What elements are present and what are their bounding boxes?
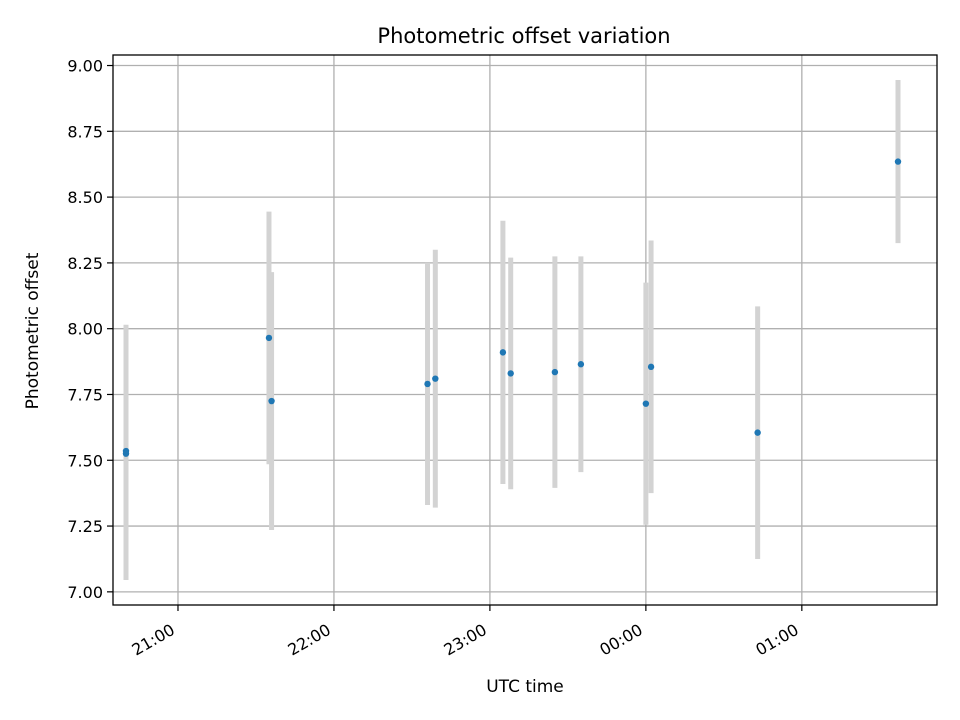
x-axis-title: UTC time: [486, 677, 564, 697]
data-point: [499, 349, 507, 356]
y-tick-label: 8.25: [67, 254, 103, 273]
chart-title: Photometric offset variation: [377, 24, 670, 48]
data-point: [122, 450, 130, 457]
error-bars: [123, 80, 901, 580]
y-axis-title: Photometric offset: [23, 252, 43, 409]
y-tick-label: 7.00: [67, 583, 103, 602]
x-tick-label: 22:00: [285, 620, 334, 660]
x-tick-label: 00:00: [596, 620, 645, 660]
data-point: [268, 397, 275, 405]
plot-frame: [112, 54, 938, 606]
y-tick-label: 8.50: [67, 188, 103, 207]
x-tick-label: 23:00: [440, 620, 489, 660]
y-tick-label: 7.50: [67, 451, 103, 470]
y-ticks: 7.00 7.25 7.50 7.75 8.00 8.25 8.50 8.75 9.00: [67, 57, 113, 602]
x-tick-label: 21:00: [129, 620, 178, 660]
grid: [113, 55, 937, 605]
data-points: [122, 158, 902, 457]
data-point: [754, 429, 761, 436]
x-ticks: 21:00 22:00 23:00 00:00 01:00: [129, 605, 803, 660]
data-point: [432, 375, 439, 382]
data-point: [507, 370, 514, 377]
x-tick-label: 01:00: [752, 620, 801, 660]
y-tick-label: 8.75: [67, 122, 103, 141]
data-point: [424, 380, 431, 388]
data-point: [642, 400, 650, 407]
data-point: [647, 363, 655, 371]
y-tick-label: 7.75: [67, 385, 103, 404]
data-point: [551, 368, 559, 376]
y-tick-label: 7.25: [67, 517, 103, 536]
data-point: [894, 158, 902, 165]
y-tick-label: 8.00: [67, 320, 103, 339]
data-point: [577, 361, 585, 368]
y-tick-label: 9.00: [67, 57, 103, 76]
data-point: [265, 334, 273, 342]
